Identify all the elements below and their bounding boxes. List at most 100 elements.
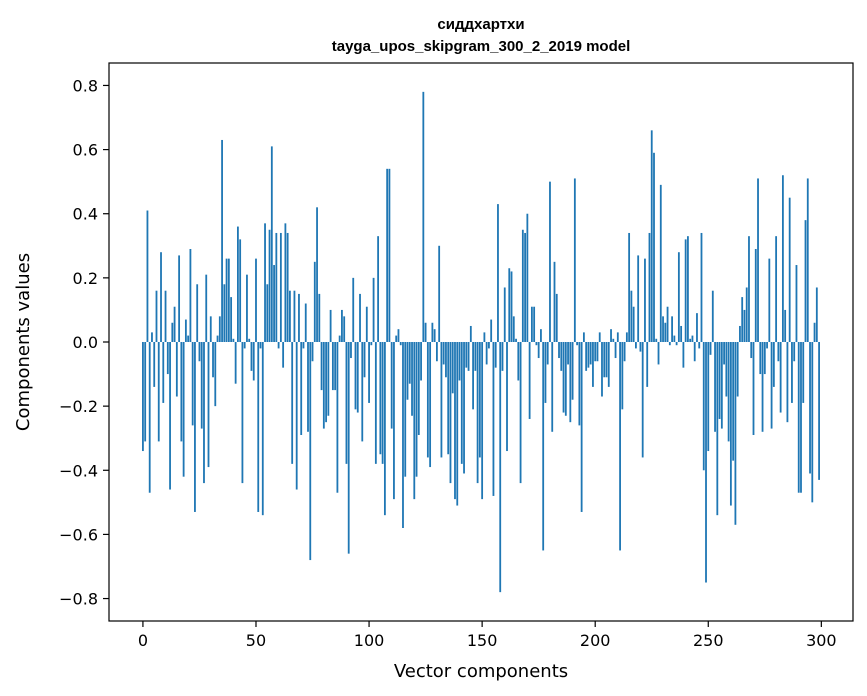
bar xyxy=(207,342,210,468)
bar xyxy=(569,342,572,423)
bar xyxy=(582,332,585,342)
bar xyxy=(189,249,192,342)
bar xyxy=(725,342,728,397)
bar xyxy=(653,152,655,342)
bar xyxy=(451,342,454,394)
bar xyxy=(519,342,522,484)
bar xyxy=(200,342,203,429)
bar xyxy=(714,342,716,432)
bar xyxy=(707,342,710,452)
bar xyxy=(422,91,425,343)
bar xyxy=(666,306,669,342)
bar xyxy=(625,332,628,342)
bar xyxy=(270,146,273,342)
bar xyxy=(573,178,576,342)
bar xyxy=(408,342,411,384)
chart-title: сиддхартхи tayga_upos_skipgram_300_2_201… xyxy=(332,16,631,55)
bar xyxy=(818,342,820,480)
bar xyxy=(203,342,205,484)
bar xyxy=(745,287,748,342)
bar xyxy=(320,342,323,391)
bar xyxy=(806,178,809,342)
bar xyxy=(406,342,409,400)
bar xyxy=(488,342,490,349)
bar xyxy=(641,342,644,458)
bar xyxy=(345,342,348,464)
bar xyxy=(630,290,633,342)
bar xyxy=(524,232,527,342)
bar xyxy=(243,342,246,349)
bar xyxy=(671,316,673,342)
bar xyxy=(191,342,194,426)
bar xyxy=(246,274,248,342)
bar xyxy=(212,342,214,378)
bar xyxy=(383,342,386,516)
bar xyxy=(732,342,735,461)
x-tick-label: 200 xyxy=(580,631,611,650)
bar xyxy=(644,258,646,342)
bar xyxy=(343,316,346,342)
bar xyxy=(250,342,253,371)
bar xyxy=(601,342,603,397)
bar xyxy=(526,213,529,342)
bar xyxy=(318,293,321,342)
y-tick-label: 0.4 xyxy=(73,205,98,224)
y-tick-label: −0.8 xyxy=(59,590,98,609)
bar xyxy=(607,342,610,387)
bar xyxy=(286,232,289,342)
bar xyxy=(804,220,807,342)
bar xyxy=(578,342,581,426)
bar xyxy=(282,342,285,368)
bar xyxy=(777,342,780,362)
bar xyxy=(313,261,316,342)
bar xyxy=(553,261,556,342)
bar xyxy=(705,342,707,583)
bar xyxy=(359,293,361,342)
bar xyxy=(160,252,162,342)
bar xyxy=(155,290,158,342)
bar xyxy=(255,258,257,342)
bar xyxy=(510,271,513,342)
bar xyxy=(225,258,228,342)
bar xyxy=(169,342,171,490)
bar xyxy=(393,342,395,500)
bar xyxy=(501,342,504,371)
bar xyxy=(259,342,262,349)
bar xyxy=(610,329,612,342)
chart-title-line-2: tayga_upos_skipgram_300_2_2019 model xyxy=(332,38,631,55)
bar xyxy=(739,325,741,342)
bar xyxy=(614,342,617,359)
bar xyxy=(157,342,160,442)
bar xyxy=(698,342,701,349)
bar xyxy=(775,236,778,342)
bar xyxy=(372,277,375,342)
x-tick-label: 50 xyxy=(246,631,266,650)
bar xyxy=(309,342,312,561)
bar xyxy=(668,342,671,346)
bar xyxy=(449,342,452,484)
bar xyxy=(144,342,147,442)
bar xyxy=(338,335,341,342)
bar xyxy=(363,342,366,378)
y-tick-label: 0.6 xyxy=(73,141,98,160)
bar xyxy=(429,342,432,468)
bar xyxy=(639,342,642,352)
bar xyxy=(716,342,719,516)
bar xyxy=(194,342,196,512)
bar xyxy=(463,342,465,474)
bar xyxy=(146,210,149,342)
bar xyxy=(512,316,515,342)
bar xyxy=(763,342,766,375)
bar xyxy=(691,335,694,342)
bar xyxy=(374,342,377,464)
y-tick-label: −0.6 xyxy=(59,525,98,544)
bar xyxy=(521,229,524,342)
bar xyxy=(544,342,547,403)
bar xyxy=(727,342,730,442)
bar xyxy=(298,293,300,342)
bar xyxy=(311,342,314,362)
bar xyxy=(506,342,508,452)
y-tick-label: −0.2 xyxy=(59,397,98,416)
bar xyxy=(327,342,330,416)
